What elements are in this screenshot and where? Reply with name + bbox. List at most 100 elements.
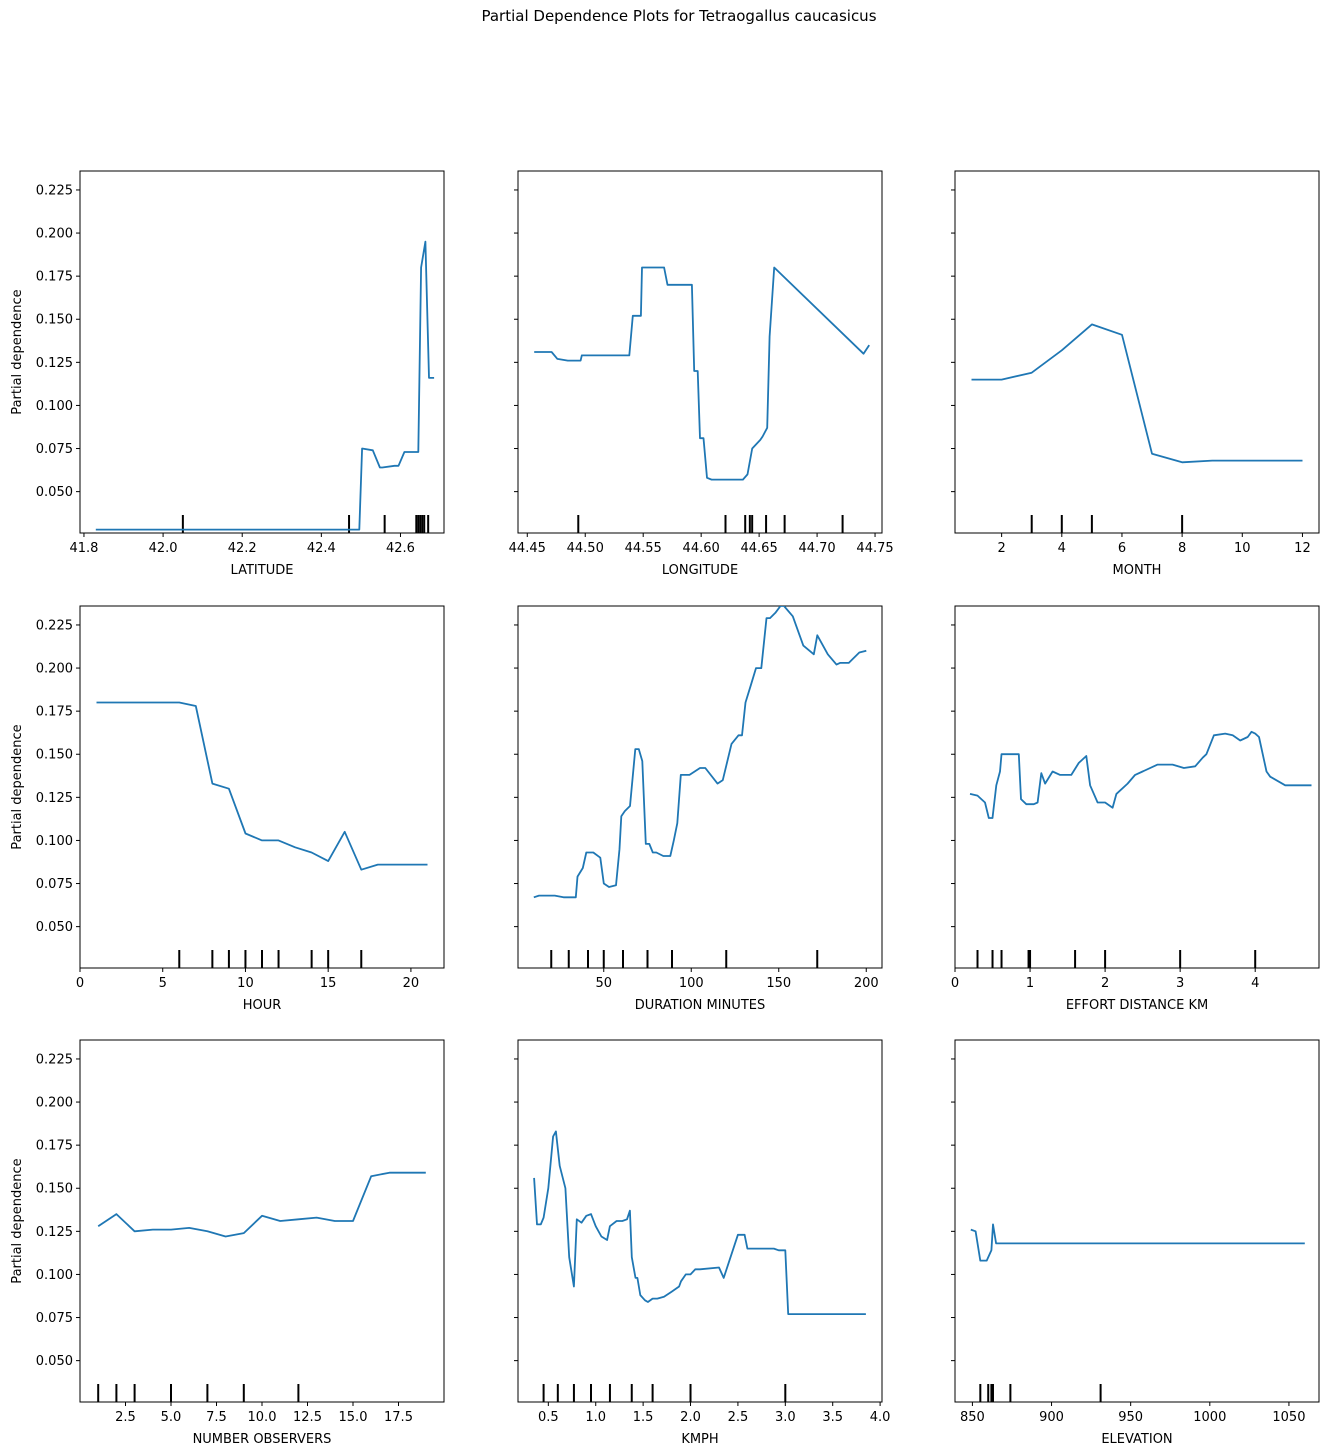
x-tick-label: 4 (1251, 976, 1259, 991)
axes-frame (954, 170, 1320, 534)
x-tick-label: 44.60 (683, 541, 720, 556)
pd-line (533, 606, 867, 899)
y-axis-label: Partial dependence (10, 724, 25, 849)
x-axis-label: EFFORT DISTANCE KM (1066, 998, 1208, 1013)
x-axis-label: LONGITUDE (662, 563, 738, 578)
y-tick-label: 0.100 (36, 834, 73, 849)
y-tick-label: 0.075 (36, 877, 73, 892)
x-tick-label: 20 (403, 976, 420, 991)
y-tick-label: 0.125 (36, 791, 73, 806)
x-tick-label: 50 (595, 976, 612, 991)
x-tick-label: 3 (1176, 976, 1184, 991)
x-axis-label: ELEVATION (1101, 1432, 1172, 1447)
x-tick-label: 12.5 (293, 1410, 322, 1425)
pd-line (970, 1223, 1305, 1262)
pd-line (95, 240, 435, 531)
x-axis-label: HOUR (243, 998, 282, 1013)
x-tick-label: 44.65 (741, 541, 778, 556)
subplot-hour: 0.050 0.075 0.100 0.125 0.150 0.175 0.200 0.225… (10, 605, 445, 1013)
x-tick-label: 6 (1118, 541, 1126, 556)
y-tick-label: 0.075 (36, 1311, 73, 1326)
pd-line (969, 730, 1312, 819)
y-tick-label: 0.225 (36, 1052, 73, 1067)
x-tick-label: 17.5 (384, 1410, 413, 1425)
x-tick-label: 10.0 (248, 1410, 277, 1425)
subplot-duration-minutes: 50 100 150 200 DURATION MINUTES (514, 605, 883, 1013)
subplot-latitude: 0.050 0.075 0.100 0.125 0.150 0.175 0.200 0.225… (10, 170, 445, 578)
y-tick-label: 0.125 (36, 1225, 73, 1240)
y-axis-label: Partial dependence (10, 289, 25, 414)
x-tick-label: 15 (320, 976, 337, 991)
x-tick-label: 44.75 (856, 541, 893, 556)
x-tick-label: 1000 (1193, 1410, 1226, 1425)
y-tick-label: 0.125 (36, 356, 73, 371)
x-axis-label: NUMBER OBSERVERS (193, 1432, 332, 1447)
x-tick-label: 1.5 (633, 1410, 654, 1425)
x-tick-label: 3.0 (775, 1410, 796, 1425)
x-tick-label: 41.8 (69, 541, 98, 556)
subplot-month: 2 4 6 8 10 12 MONTH (951, 170, 1320, 578)
subplot-elevation: 850 900 950 1000 1050 ELEVATION (951, 1039, 1320, 1447)
y-tick-label: 0.225 (36, 618, 73, 633)
axes-frame (954, 605, 1320, 969)
x-tick-label: 2.0 (680, 1410, 701, 1425)
subplot-effort-distance-km: 0 1 2 3 4 EFFORT DISTANCE KM (951, 605, 1320, 1013)
y-tick-label: 0.200 (36, 1096, 73, 1111)
x-axis-label: LATITUDE (231, 563, 294, 578)
x-tick-label: 42.6 (386, 541, 415, 556)
x-tick-label: 10 (1234, 541, 1251, 556)
x-tick-label: 44.70 (798, 541, 835, 556)
x-tick-label: 7.5 (206, 1410, 227, 1425)
y-tick-label: 0.175 (36, 270, 73, 285)
x-tick-label: 42.2 (228, 541, 257, 556)
x-tick-label: 10 (237, 976, 254, 991)
axes-frame (517, 1039, 883, 1403)
x-axis-label: DURATION MINUTES (635, 998, 765, 1013)
x-tick-label: 42.0 (149, 541, 178, 556)
x-tick-label: 5 (159, 976, 167, 991)
y-tick-label: 0.050 (36, 1354, 73, 1369)
x-tick-label: 3.5 (822, 1410, 843, 1425)
axes-frame (517, 170, 883, 534)
x-tick-label: 4 (1058, 541, 1066, 556)
x-tick-label: 200 (854, 976, 879, 991)
x-tick-label: 15.0 (339, 1410, 368, 1425)
y-axis-label: Partial dependence (10, 1158, 25, 1283)
x-tick-label: 5.0 (161, 1410, 182, 1425)
y-tick-label: 0.100 (36, 399, 73, 414)
axes-frame (517, 605, 883, 969)
figure-title: Partial Dependence Plots for Tetraogallu… (481, 7, 876, 25)
x-tick-label: 2 (997, 541, 1005, 556)
subplot-longitude: 44.45 44.50 44.55 44.60 44.65 44.70 44.75 LONGI… (509, 170, 894, 578)
x-tick-label: 42.4 (307, 541, 336, 556)
subplot-grid: 0.050 0.075 0.100 0.125 0.150 0.175 0.200 0.225… (10, 170, 1320, 1447)
pd-line (971, 323, 1303, 464)
x-tick-label: 100 (679, 976, 704, 991)
x-tick-label: 0 (76, 976, 84, 991)
x-tick-label: 12 (1294, 541, 1311, 556)
y-tick-label: 0.150 (36, 748, 73, 763)
x-tick-label: 2.5 (728, 1410, 749, 1425)
x-tick-label: 44.55 (625, 541, 662, 556)
y-tick-label: 0.200 (36, 662, 73, 677)
y-tick-label: 0.200 (36, 227, 73, 242)
x-tick-label: 4.0 (870, 1410, 891, 1425)
x-tick-label: 44.45 (509, 541, 546, 556)
x-tick-label: 1.0 (585, 1410, 606, 1425)
axes-frame (79, 605, 445, 969)
y-tick-label: 0.175 (36, 1139, 73, 1154)
pd-line (534, 266, 870, 481)
x-tick-label: 2 (1101, 976, 1109, 991)
y-tick-label: 0.150 (36, 1182, 73, 1197)
y-tick-label: 0.175 (36, 705, 73, 720)
x-axis-label: MONTH (1113, 563, 1162, 578)
x-axis-label: KMPH (681, 1432, 718, 1447)
x-tick-label: 0 (951, 976, 959, 991)
y-tick-label: 0.050 (36, 485, 73, 500)
y-tick-label: 0.050 (36, 920, 73, 935)
x-tick-label: 900 (1039, 1410, 1064, 1425)
x-tick-label: 0.5 (538, 1410, 559, 1425)
x-tick-label: 1 (1026, 976, 1034, 991)
axes-frame (79, 1039, 445, 1403)
